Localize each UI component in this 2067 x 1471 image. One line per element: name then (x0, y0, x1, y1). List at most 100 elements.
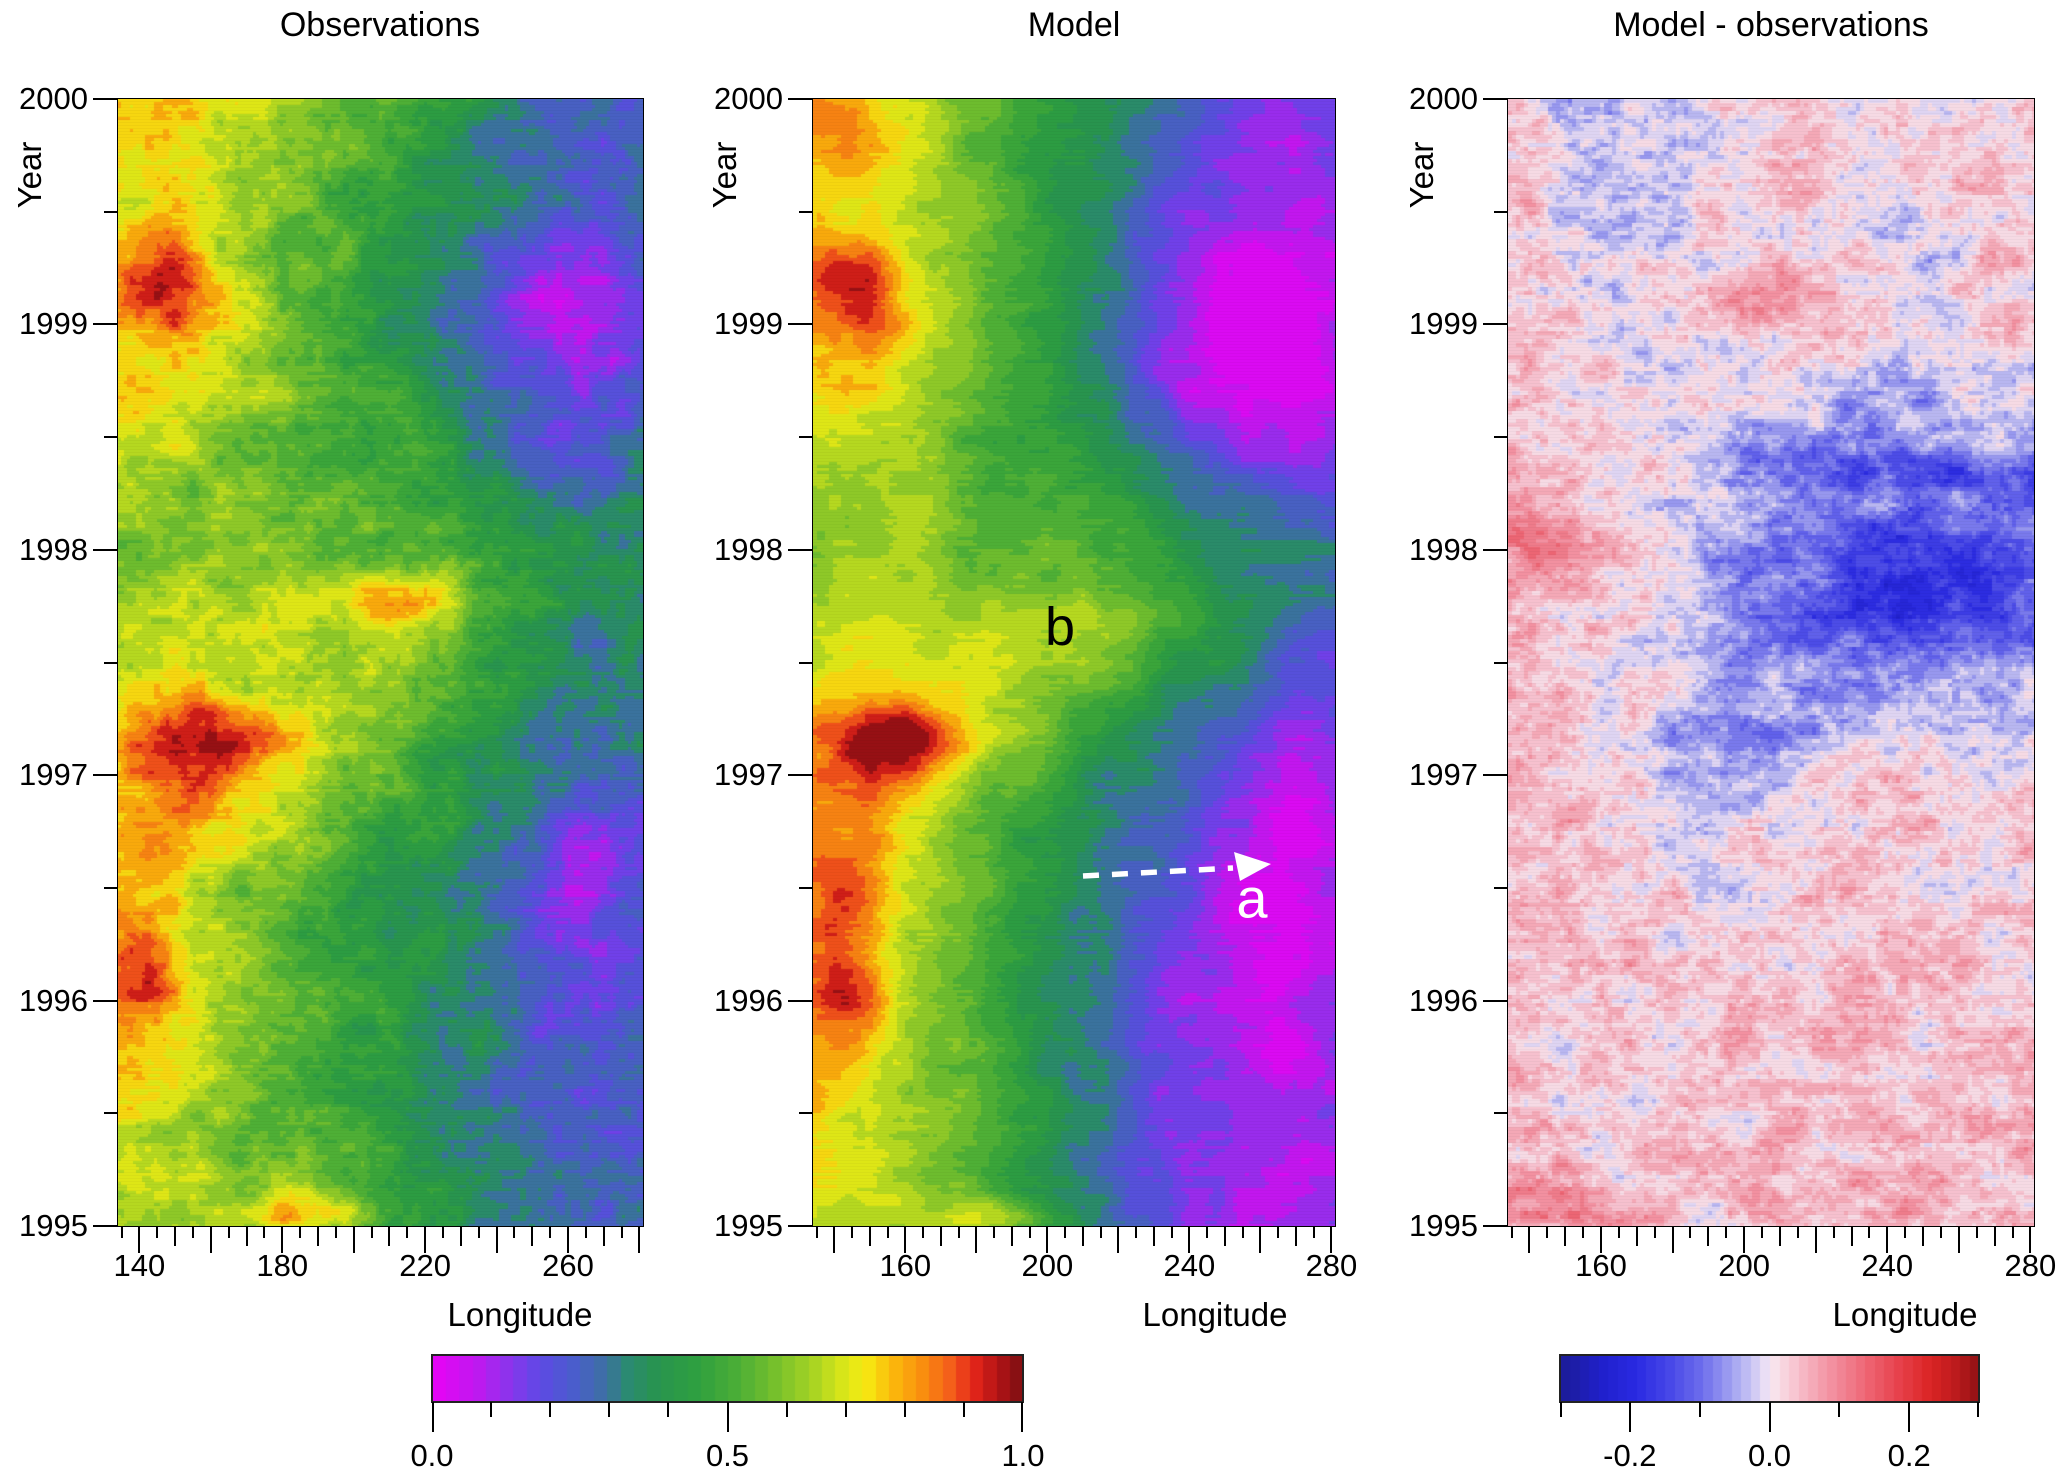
x-tick (1671, 1227, 1674, 1253)
x-tick (1689, 1227, 1692, 1238)
colorbar-tick-label: 1.0 (1001, 1438, 1045, 1471)
difference-heatmap (1508, 99, 2034, 1226)
x-tick (174, 1227, 177, 1246)
value-colorbar: 0.0 0.5 1.0 (410, 1354, 1045, 1471)
x-tick (1635, 1227, 1638, 1246)
x-tick (851, 1227, 854, 1238)
y-tick (799, 210, 812, 213)
x-axis-label-model: Longitude (1142, 1296, 1288, 1333)
x-tick (406, 1227, 409, 1238)
colorbar-tick (432, 1402, 434, 1432)
x-tick (993, 1227, 996, 1238)
x-tick (1010, 1227, 1013, 1246)
y-tick (788, 1225, 812, 1227)
x-tick (370, 1227, 373, 1238)
difference-colorbar-gradient (1559, 1354, 1980, 1403)
x-tick (1028, 1227, 1031, 1238)
x-tick (1814, 1227, 1817, 1253)
x-tick (549, 1227, 552, 1238)
y-tick-label: 1997 (19, 757, 88, 793)
y-tick (1483, 999, 1507, 1002)
x-tick (459, 1227, 462, 1246)
x-tick (1510, 1227, 1513, 1238)
y-tick (104, 661, 117, 664)
x-tick (1081, 1227, 1084, 1246)
y-tick (788, 548, 812, 551)
annotation-a: a (1236, 866, 1268, 930)
x-tick (227, 1227, 230, 1238)
x-tick (1653, 1227, 1656, 1238)
x-tick (1170, 1227, 1173, 1238)
y-tick (1483, 1225, 1507, 1227)
y-tick (788, 98, 812, 100)
x-tick (334, 1227, 337, 1238)
x-tick (1206, 1227, 1209, 1238)
x-tick-label: 240 (1163, 1248, 1216, 1283)
x-tick (584, 1227, 587, 1238)
x-tick-label: 200 (1021, 1248, 1074, 1283)
x-tick (245, 1227, 248, 1246)
x-axis-label-difference: Longitude (1832, 1296, 1978, 1333)
x-tick (209, 1227, 212, 1253)
colorbar-tick (903, 1402, 906, 1417)
y-axis-label-difference: Year (1403, 141, 1440, 209)
x-tick-label: 280 (1305, 1248, 1358, 1283)
x-tick (1546, 1227, 1549, 1238)
x-tick (1707, 1227, 1710, 1246)
x-tick (1761, 1227, 1764, 1238)
x-tick (620, 1227, 623, 1238)
y-tick (93, 548, 117, 551)
x-axis-label-observations: Longitude (447, 1296, 593, 1333)
x-tick (1600, 1227, 1603, 1253)
x-tick (975, 1227, 978, 1253)
x-tick (939, 1227, 942, 1246)
y-tick-label: 1999 (714, 306, 783, 342)
x-tick (1188, 1227, 1191, 1253)
x-tick (1939, 1227, 1942, 1238)
x-tick (1241, 1227, 1244, 1238)
x-tick (1957, 1227, 1960, 1253)
x-tick (833, 1227, 836, 1253)
y-tick (104, 886, 117, 889)
x-tick (957, 1227, 960, 1238)
y-tick-label: 1996 (1409, 982, 1478, 1018)
x-tick (495, 1227, 498, 1253)
annotation-b: b (1044, 597, 1076, 657)
y-tick-label: 1998 (19, 531, 88, 567)
x-tick (1223, 1227, 1226, 1246)
panel-title-difference: Model - observations (1613, 6, 1929, 44)
y-tick (788, 999, 812, 1002)
x-tick (1743, 1227, 1746, 1253)
y-tick-label: 1995 (714, 1208, 783, 1243)
x-tick (513, 1227, 516, 1238)
x-tick (922, 1227, 925, 1238)
x-tick (815, 1227, 818, 1238)
y-tick (1494, 210, 1507, 213)
x-tick (1294, 1227, 1297, 1246)
model-panel: b a (788, 98, 1336, 1253)
x-tick (1993, 1227, 1996, 1246)
y-tick (93, 98, 117, 100)
y-tick (93, 323, 117, 326)
x-tick (1152, 1227, 1155, 1246)
x-tick (1330, 1227, 1333, 1253)
y-tick (1494, 436, 1507, 439)
y-tick (1494, 661, 1507, 664)
x-tick (1922, 1227, 1925, 1246)
x-tick (1850, 1227, 1853, 1246)
x-tick (1564, 1227, 1567, 1246)
y-axis-label-model: Year (706, 141, 743, 209)
colorbar-tick (1628, 1402, 1631, 1432)
x-tick (2011, 1227, 2014, 1238)
x-tick (281, 1227, 284, 1253)
difference-panel (1483, 98, 2035, 1253)
colorbar-tick-label: 0.0 (410, 1438, 454, 1471)
y-tick-label: 2000 (1409, 81, 1478, 116)
panel-title-model: Model (1027, 6, 1121, 44)
x-tick (192, 1227, 194, 1238)
y-tick (93, 1225, 117, 1227)
x-tick (442, 1227, 444, 1238)
colorbar-tick (608, 1402, 611, 1417)
value-colorbar-gradient (431, 1354, 1024, 1403)
x-tick-label: 160 (879, 1248, 932, 1283)
